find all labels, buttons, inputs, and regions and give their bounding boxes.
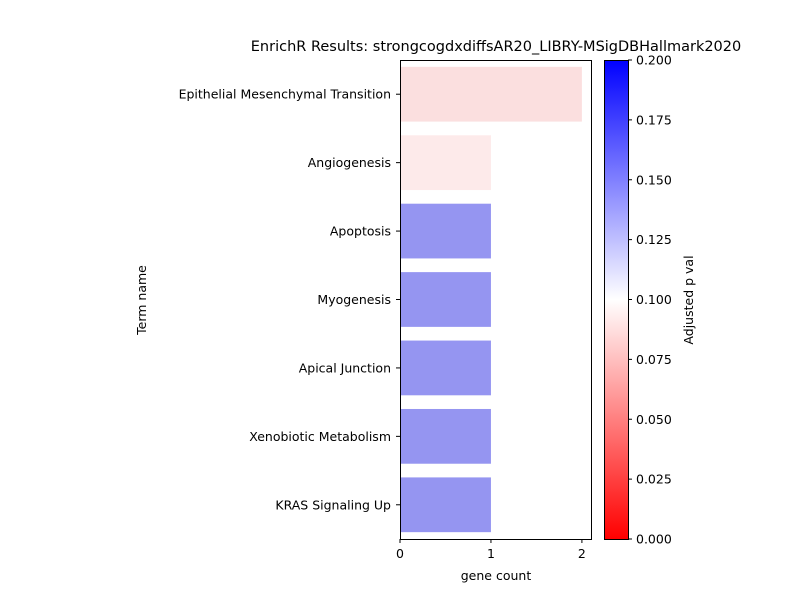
x-tick-labels: 0 1 2: [396, 539, 586, 561]
colorbar-label: Adjusted p val: [681, 255, 696, 344]
colorbar-tick-label: 0.000: [636, 532, 672, 547]
colorbar-tick-label: 0.175: [636, 112, 672, 127]
bar: [400, 477, 491, 533]
colorbar-tick-label: 0.025: [636, 472, 672, 487]
colorbar-tick-label: 0.200: [636, 53, 672, 68]
bar: [400, 66, 582, 122]
y-tick-label: Angiogenesis: [308, 155, 391, 170]
bars: [400, 66, 582, 533]
bar: [400, 203, 491, 259]
colorbar-tick-label: 0.075: [636, 352, 672, 367]
colorbar-tick-label: 0.050: [636, 412, 672, 427]
y-tick-label: Xenobiotic Metabolism: [249, 429, 391, 444]
colorbar-tick-label: 0.100: [636, 292, 672, 307]
x-axis-label: gene count: [461, 568, 532, 583]
colorbar-tick-labels: 0.000 0.025 0.050 0.075 0.100 0.125 0.150 0.175…: [628, 53, 672, 547]
colorbar: 0.000 0.025 0.050 0.075 0.100 0.125 0.150 0.175…: [604, 53, 696, 547]
colorbar-tick-label: 0.125: [636, 232, 672, 247]
x-tick-label: 0: [396, 546, 404, 561]
y-tick-label: Epithelial Mesenchymal Transition: [179, 87, 391, 102]
y-tick-label: Myogenesis: [317, 292, 391, 307]
x-tick-label: 1: [487, 546, 495, 561]
colorbar-tick-label: 0.150: [636, 172, 672, 187]
x-tick-label: 2: [578, 546, 586, 561]
colorbar-gradient: [604, 60, 628, 539]
y-tick-label: KRAS Signaling Up: [275, 497, 391, 512]
y-tick-label: Apoptosis: [330, 224, 391, 239]
y-axis-label: Term name: [134, 265, 149, 336]
bar: [400, 272, 491, 327]
chart-title: EnrichR Results: strongcogdxdiffsAR20_LI…: [251, 39, 742, 55]
y-tick-label: Apical Junction: [299, 360, 391, 375]
bar: [400, 408, 491, 464]
bar: [400, 135, 491, 191]
y-tick-labels: Epithelial Mesenchymal Transition Angioge…: [179, 87, 400, 512]
plot-area-frame: [400, 60, 592, 540]
bar: [400, 340, 491, 396]
